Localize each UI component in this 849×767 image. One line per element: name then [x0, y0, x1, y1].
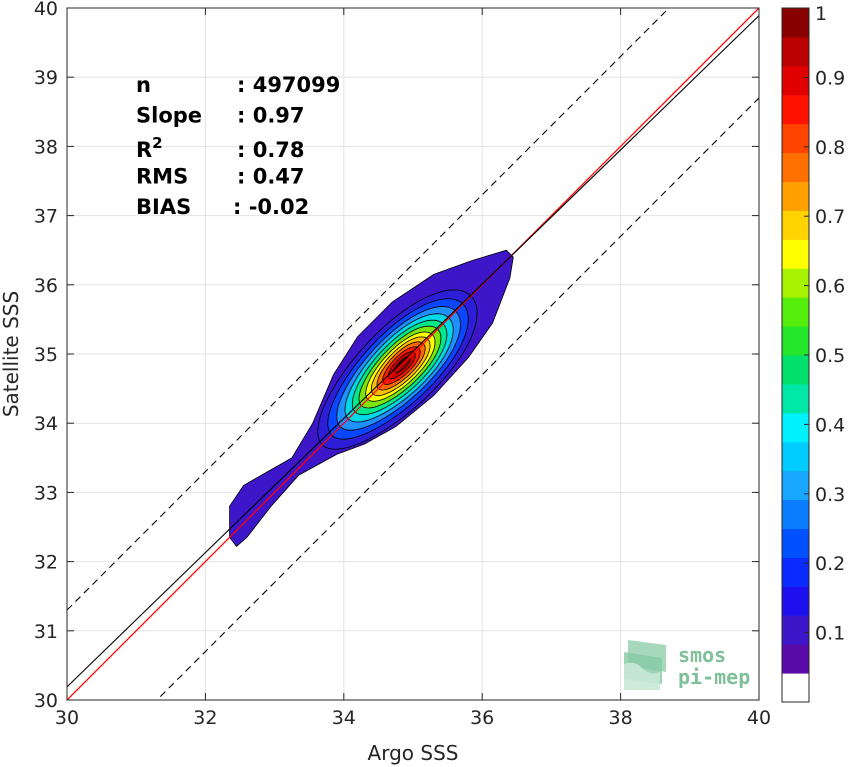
stat-value: : 0.97	[237, 104, 305, 128]
stat-value: : 0.47	[237, 165, 305, 189]
colorbar-segment	[782, 470, 809, 501]
x-axis-label: Argo SSS	[368, 741, 459, 765]
y-tick-label: 37	[34, 206, 58, 228]
smos-pi-mep-logo: smos pi-mep	[624, 640, 750, 690]
colorbar-segment	[782, 152, 809, 182]
y-tick-label: 36	[34, 275, 58, 297]
colorbar-segment	[782, 499, 809, 529]
plot-area: 30 32 34 36 38 40 30 31 32 33 34 35 36 37 38 39 40 n : 4…	[34, 0, 771, 729]
y-tick-label: 40	[34, 0, 58, 20]
colorbar-tick-label: 0.4	[815, 414, 845, 436]
colorbar-segment	[782, 181, 809, 211]
colorbar-segment	[782, 297, 809, 327]
stat-label: Slope	[136, 104, 202, 128]
regression-line	[67, 15, 759, 688]
y-tick-label: 31	[34, 621, 58, 643]
y-axis-label: Satellite SSS	[0, 291, 23, 417]
y-tick-label: 30	[34, 690, 58, 712]
colorbar-segment	[782, 383, 809, 414]
identity-line	[67, 8, 759, 700]
colorbar-segment	[782, 268, 809, 298]
y-tick-label: 32	[34, 552, 58, 574]
colorbar-segment	[782, 615, 809, 645]
stat-label: n	[136, 73, 151, 97]
y-tick-label: 39	[34, 67, 58, 89]
colorbar-segment	[782, 557, 809, 587]
stat-value: : 0.78	[237, 138, 305, 162]
logo-mark	[624, 640, 666, 690]
x-axis-ticks: 30 32 34 36 38 40	[55, 8, 771, 729]
x-tick-label: 32	[193, 707, 217, 729]
colorbar-tick-label: 0.5	[815, 345, 845, 367]
x-tick-label: 38	[609, 707, 633, 729]
colorbar-tick-label: 0.3	[815, 484, 845, 506]
reference-lines	[67, 8, 759, 700]
colorbar: 0.1 0.2 0.3 0.4 0.5 0.6 0.7 0.8 0.9 1	[781, 3, 845, 703]
stat-label: RMS	[136, 165, 188, 189]
y-tick-label: 33	[34, 482, 58, 504]
logo-text-smos: smos	[678, 643, 726, 667]
x-tick-label: 34	[332, 707, 356, 729]
colorbar-tick-label: 0.9	[815, 67, 845, 89]
y-tick-label: 35	[34, 344, 58, 366]
colorbar-segment	[782, 644, 809, 674]
y-tick-label: 34	[34, 413, 58, 435]
colorbar-segment	[782, 673, 809, 703]
y-tick-label: 38	[34, 136, 58, 158]
colorbar-segment	[782, 65, 809, 96]
stat-label-superscript: 2	[152, 134, 162, 152]
colorbar-segment	[782, 586, 809, 616]
colorbar-segment	[782, 412, 809, 443]
colorbar-segment	[782, 441, 809, 472]
colorbar-segment	[782, 355, 809, 385]
colorbar-tick-label: 1	[815, 3, 827, 25]
colorbar-tick-label: 0.6	[815, 276, 845, 298]
colorbar-segment	[782, 528, 809, 558]
colorbar-segment	[782, 239, 809, 269]
x-tick-label: 30	[55, 707, 79, 729]
y-axis-ticks: 30 31 32 33 34 35 36 37 38 39 40	[34, 0, 759, 712]
logo-text-pi-mep: pi-mep	[678, 665, 750, 689]
colorbar-tick-label: 0.2	[815, 553, 845, 575]
colorbar-segment	[782, 210, 809, 240]
stat-value: : -0.02	[233, 195, 309, 219]
colorbar-tick-label: 0.7	[815, 206, 845, 228]
colorbar-segment	[782, 36, 809, 67]
colorbar-segment	[782, 123, 809, 154]
colorbar-segment	[782, 326, 809, 356]
colorbar-segment	[782, 94, 809, 125]
x-tick-label: 36	[470, 707, 494, 729]
x-tick-label: 40	[747, 707, 771, 729]
colorbar-tick-label: 0.1	[815, 623, 845, 645]
stat-value: : 497099	[237, 73, 340, 97]
colorbar-tick-label: 0.8	[815, 137, 845, 159]
stat-label: BIAS	[136, 195, 191, 219]
colorbar-segment	[782, 8, 809, 38]
